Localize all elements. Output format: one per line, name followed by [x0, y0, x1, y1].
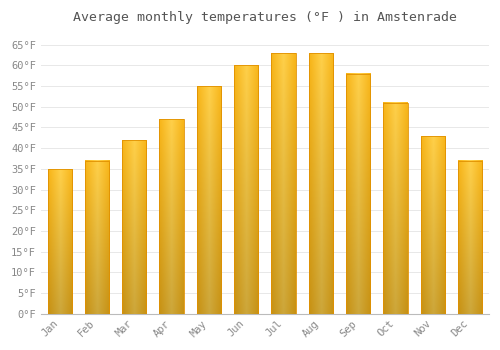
- Bar: [346, 74, 370, 314]
- Bar: [384, 103, 407, 314]
- Bar: [160, 119, 184, 314]
- Bar: [234, 65, 258, 314]
- Bar: [458, 161, 482, 314]
- Title: Average monthly temperatures (°F ) in Amstenrade: Average monthly temperatures (°F ) in Am…: [73, 11, 457, 24]
- Bar: [421, 136, 445, 314]
- Bar: [309, 53, 333, 314]
- Bar: [122, 140, 146, 314]
- Bar: [85, 161, 109, 314]
- Bar: [48, 169, 72, 314]
- Bar: [272, 53, 295, 314]
- Bar: [197, 86, 221, 314]
